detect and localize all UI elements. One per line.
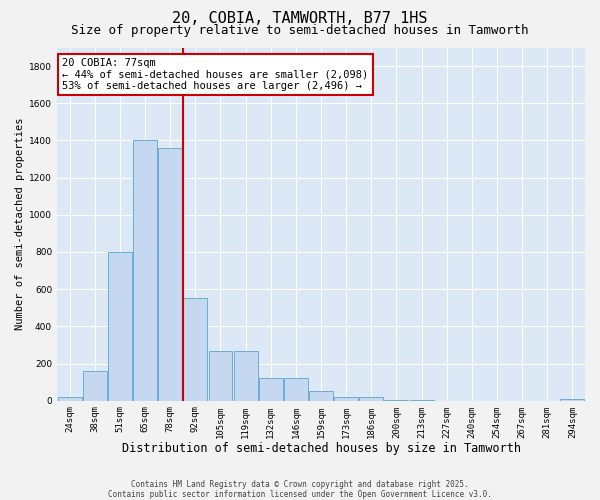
Bar [259,378,283,400]
X-axis label: Distribution of semi-detached houses by size in Tamworth: Distribution of semi-detached houses by … [122,442,521,455]
Bar [108,252,132,400]
Bar [158,148,182,401]
Bar [359,397,383,400]
Bar [83,371,107,400]
Bar [184,298,207,400]
Bar [233,350,257,401]
Bar [58,397,82,400]
Bar [284,378,308,400]
Y-axis label: Number of semi-detached properties: Number of semi-detached properties [15,118,25,330]
Bar [133,140,157,400]
Bar [334,397,358,400]
Text: 20, COBIA, TAMWORTH, B77 1HS: 20, COBIA, TAMWORTH, B77 1HS [172,11,428,26]
Text: 20 COBIA: 77sqm
← 44% of semi-detached houses are smaller (2,098)
53% of semi-de: 20 COBIA: 77sqm ← 44% of semi-detached h… [62,58,368,92]
Text: Size of property relative to semi-detached houses in Tamworth: Size of property relative to semi-detach… [71,24,529,37]
Bar [209,350,232,401]
Bar [560,399,584,400]
Bar [309,392,333,400]
Text: Contains HM Land Registry data © Crown copyright and database right 2025.
Contai: Contains HM Land Registry data © Crown c… [108,480,492,499]
